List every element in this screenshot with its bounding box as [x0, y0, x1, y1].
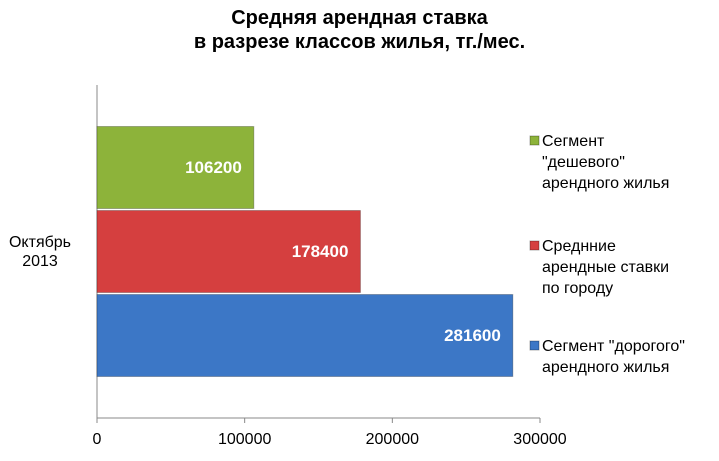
data-label: 281600	[444, 326, 501, 345]
x-tick-label: 100000	[218, 431, 271, 448]
data-label: 106200	[185, 158, 242, 177]
legend-marker	[529, 135, 540, 146]
bar	[96, 126, 255, 209]
x-tick-label: 300000	[513, 431, 566, 448]
legend-label: Сегмент "дорогого" арендного жилья	[542, 338, 685, 376]
x-tick-label: 200000	[366, 431, 419, 448]
x-tick-label: 0	[93, 431, 102, 448]
legend-marker	[529, 340, 540, 351]
legend-label: Среднние арендные ставки по городу	[542, 238, 670, 297]
chart-title: Средняя арендная ставка в разрезе классо…	[193, 7, 526, 53]
y-tick-label: Октябрь 2013	[8, 233, 71, 270]
bar	[96, 210, 361, 293]
data-label: 178400	[292, 242, 349, 261]
bar	[96, 294, 514, 377]
legend-marker	[529, 240, 540, 251]
legend-label: Сегмент "дешевого" арендного жилья	[542, 133, 670, 192]
